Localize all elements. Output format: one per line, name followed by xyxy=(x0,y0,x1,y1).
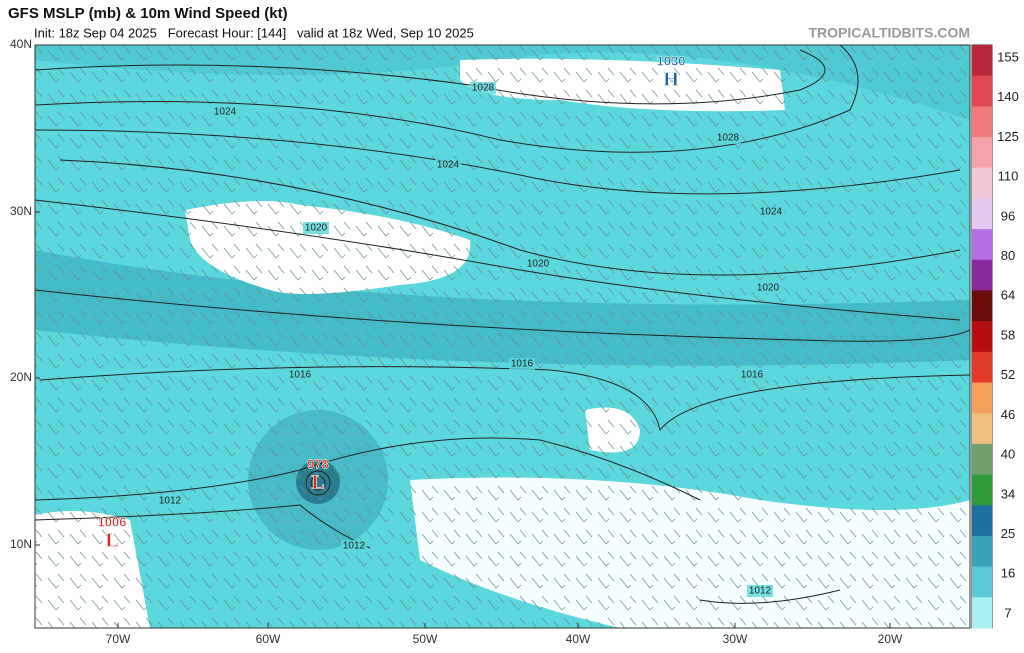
colorbar-segment xyxy=(972,474,992,506)
isobar-label-bg xyxy=(747,585,773,597)
colorbar-segment xyxy=(972,137,992,169)
colorbar-label: 16 xyxy=(1001,566,1015,581)
colorbar-segment xyxy=(972,382,992,414)
isobar-label: 1020 xyxy=(527,259,550,270)
colorbar-segment xyxy=(972,198,992,230)
isobar-label-bg xyxy=(303,222,329,234)
lon-label: 30W xyxy=(723,632,748,646)
isobar-label: 1024 xyxy=(214,107,237,118)
pressure-symbol: H xyxy=(663,69,679,91)
lon-label: 20W xyxy=(878,632,903,646)
isobar-label-bg xyxy=(435,159,461,171)
colorbar-label: 155 xyxy=(997,49,1019,64)
pressure-value: 978 xyxy=(307,456,329,471)
colorbar-segment xyxy=(972,566,992,598)
isobar-label-bg xyxy=(509,358,535,370)
lon-label: 50W xyxy=(413,632,438,646)
colorbar-label: 80 xyxy=(1001,248,1015,263)
lat-label: 20N xyxy=(10,370,32,384)
colorbar-segment xyxy=(972,505,992,537)
lon-label: 60W xyxy=(256,632,281,646)
isobar-label-bg xyxy=(739,369,765,381)
isobar-label-bg xyxy=(525,258,551,270)
colorbar-segment xyxy=(972,167,992,199)
isobar-label: 1020 xyxy=(305,223,328,234)
isobar-label-bg xyxy=(287,369,313,381)
colorbar-segment xyxy=(972,106,992,138)
lon-label: 70W xyxy=(106,632,131,646)
isobar-label-bg xyxy=(157,495,183,507)
subtitle: Init: 18z Sep 04 2025 Forecast Hour: [14… xyxy=(34,25,474,40)
colorbar-segment xyxy=(972,443,992,476)
isobar-label: 1016 xyxy=(289,370,312,381)
pressure-symbol: L xyxy=(105,530,118,552)
title: GFS MSLP (mb) & 10m Wind Speed (kt) xyxy=(8,5,288,22)
colorbar-label: 52 xyxy=(1001,367,1015,382)
isobar-label-bg xyxy=(715,132,741,144)
pressure-value: 1006 xyxy=(98,514,127,529)
colorbar-label: 7 xyxy=(1004,605,1011,620)
colorbar-label: 34 xyxy=(1001,486,1015,501)
isobar-label: 1016 xyxy=(511,359,534,370)
isobar-label-bg xyxy=(341,540,367,552)
colorbar-segment xyxy=(972,351,992,384)
lon-label: 40W xyxy=(566,632,591,646)
map xyxy=(35,45,970,628)
isobar-label: 1016 xyxy=(741,370,764,381)
colorbar-segment xyxy=(972,290,992,322)
colorbar-segment xyxy=(972,229,992,261)
colorbar-segment xyxy=(972,45,992,77)
isobar-label: 1012 xyxy=(343,541,366,552)
colorbar-label: 125 xyxy=(997,129,1019,144)
isobar-label: 1028 xyxy=(472,83,495,94)
colorbar-label: 46 xyxy=(1001,407,1015,422)
isobar-label-bg xyxy=(470,82,496,94)
lat-label: 40N xyxy=(10,37,32,51)
colorbar-segment xyxy=(972,259,992,291)
source: TROPICALTIDBITS.COM xyxy=(808,25,970,41)
colorbar-label: 25 xyxy=(1001,526,1015,541)
colorbar-label: 58 xyxy=(1001,327,1015,342)
map-frame xyxy=(34,44,971,629)
colorbar-label: 64 xyxy=(1001,288,1015,303)
colorbar-label: 40 xyxy=(1001,447,1015,462)
isobar-label: 1012 xyxy=(159,496,182,507)
colorbar-segment xyxy=(972,321,992,353)
isobar-label: 1024 xyxy=(437,160,460,171)
isobar-label: 1024 xyxy=(760,207,783,218)
colorbar-label: 96 xyxy=(1001,208,1015,223)
isobar-label-bg xyxy=(758,206,784,218)
pressure-value: 1030 xyxy=(657,53,686,68)
colorbar-label: 110 xyxy=(998,169,1019,184)
colorbar-label: 140 xyxy=(997,89,1019,104)
lat-label: 30N xyxy=(10,204,32,218)
isobar-label-bg xyxy=(755,282,781,294)
isobar-label-bg xyxy=(212,106,238,118)
colorbar-segment xyxy=(972,413,992,445)
colorbar-segment xyxy=(972,535,992,568)
isobar-label: 1020 xyxy=(757,283,780,294)
colorbar-segment xyxy=(972,597,992,629)
isobar-label: 1012 xyxy=(749,586,772,597)
lat-label: 10N xyxy=(10,537,32,551)
pressure-symbol: L xyxy=(311,472,324,494)
isobar-label: 1028 xyxy=(717,133,740,144)
colorbar-segment xyxy=(972,75,992,107)
colorbar: 155 140 125 110 96 80 64 58 52 46 40 34 25 16 7 xyxy=(972,45,1019,629)
